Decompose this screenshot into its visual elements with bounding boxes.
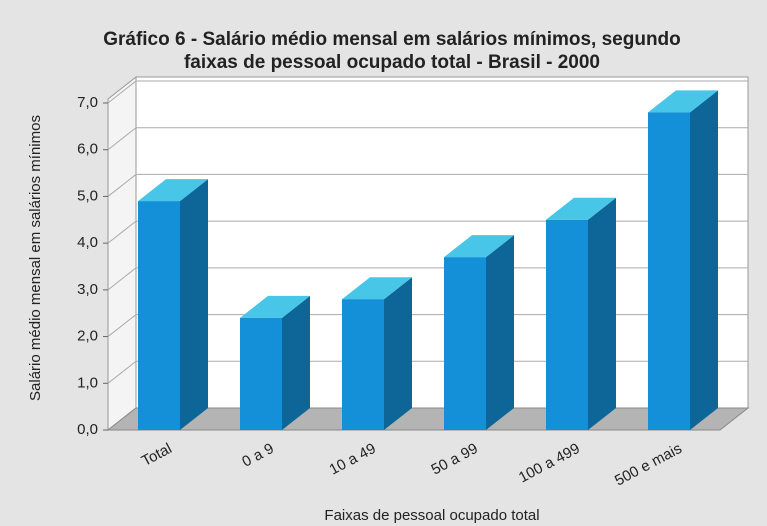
grid-line	[107, 360, 748, 384]
y-tick-label: 3,0	[77, 281, 98, 298]
grid-line	[107, 127, 748, 151]
bar-side	[588, 197, 616, 430]
y-tick-label: 2,0	[77, 328, 98, 345]
bar-top	[138, 179, 208, 202]
chart-title: faixas de pessoal ocupado total - Brasil…	[184, 52, 600, 73]
bar-top	[444, 235, 514, 258]
bar-top	[546, 197, 616, 220]
bar	[240, 317, 282, 430]
bar-side	[180, 179, 208, 430]
bar-side	[690, 90, 718, 430]
bar-top	[648, 90, 718, 113]
y-tick-label: 7,0	[77, 94, 98, 111]
grid-line	[107, 267, 748, 291]
grid-line	[107, 314, 748, 337]
y-axis-label: Salário médio mensal em salários mínimos	[27, 115, 44, 401]
y-tick-label: 6,0	[77, 141, 98, 158]
bar-top	[342, 277, 412, 300]
bar	[444, 257, 486, 430]
bar-side	[384, 277, 412, 430]
y-tick-label: 5,0	[77, 187, 98, 204]
y-tick-label: 4,0	[77, 234, 98, 251]
bar	[138, 201, 180, 430]
chart-title: Gráfico 6 - Salário médio mensal em salá…	[103, 29, 681, 50]
bar-side	[282, 295, 310, 430]
grid-line	[107, 220, 748, 244]
side-wall	[107, 75, 137, 432]
grid-line	[107, 80, 748, 104]
x-axis-label: Faixas de pessoal ocupado total	[324, 507, 539, 524]
y-tick-label: 0,0	[77, 421, 98, 438]
grid-line	[107, 173, 748, 197]
y-tick-label: 1,0	[77, 374, 98, 391]
bar	[648, 112, 690, 430]
bar	[342, 299, 384, 430]
bar-top	[240, 295, 310, 318]
bar	[546, 219, 588, 430]
bar-side	[486, 235, 514, 430]
